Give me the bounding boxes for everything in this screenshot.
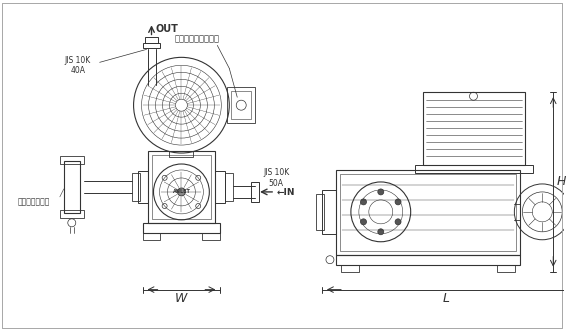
Bar: [60, 156, 84, 164]
Circle shape: [395, 199, 401, 205]
Circle shape: [378, 229, 384, 235]
Bar: [225, 173, 233, 201]
Text: OUT: OUT: [156, 24, 178, 34]
Bar: [169, 151, 194, 157]
Bar: [336, 170, 520, 255]
Bar: [215, 171, 225, 203]
Bar: [144, 37, 158, 43]
Text: 内部冷却サイレンサ: 内部冷却サイレンサ: [175, 34, 220, 43]
Bar: [152, 155, 211, 219]
Bar: [131, 173, 140, 201]
Text: JIS 10K
40A: JIS 10K 40A: [65, 56, 91, 75]
Bar: [498, 265, 516, 272]
Circle shape: [395, 219, 401, 225]
Bar: [148, 151, 215, 223]
Text: L: L: [443, 292, 449, 305]
Text: 排気サイレンサ: 排気サイレンサ: [18, 197, 50, 207]
Bar: [231, 91, 251, 119]
Bar: [138, 171, 148, 203]
Bar: [143, 233, 161, 240]
Text: H: H: [556, 175, 565, 188]
Text: ←IN: ←IN: [276, 188, 295, 197]
Bar: [336, 255, 520, 265]
Bar: [143, 223, 220, 233]
Bar: [251, 182, 259, 202]
Bar: [203, 233, 220, 240]
Circle shape: [177, 188, 186, 196]
Circle shape: [361, 199, 367, 205]
Text: W: W: [175, 292, 187, 305]
Circle shape: [361, 219, 367, 225]
Text: JIS 10K
50A: JIS 10K 50A: [263, 168, 289, 188]
Text: ANLET: ANLET: [173, 189, 190, 194]
Bar: [316, 194, 324, 230]
Bar: [415, 165, 533, 173]
Bar: [60, 210, 84, 218]
Bar: [423, 92, 525, 165]
Bar: [143, 43, 161, 48]
Bar: [340, 174, 516, 251]
Circle shape: [378, 189, 384, 195]
Bar: [64, 161, 80, 213]
Bar: [322, 190, 336, 234]
Bar: [341, 265, 359, 272]
Bar: [228, 87, 255, 123]
